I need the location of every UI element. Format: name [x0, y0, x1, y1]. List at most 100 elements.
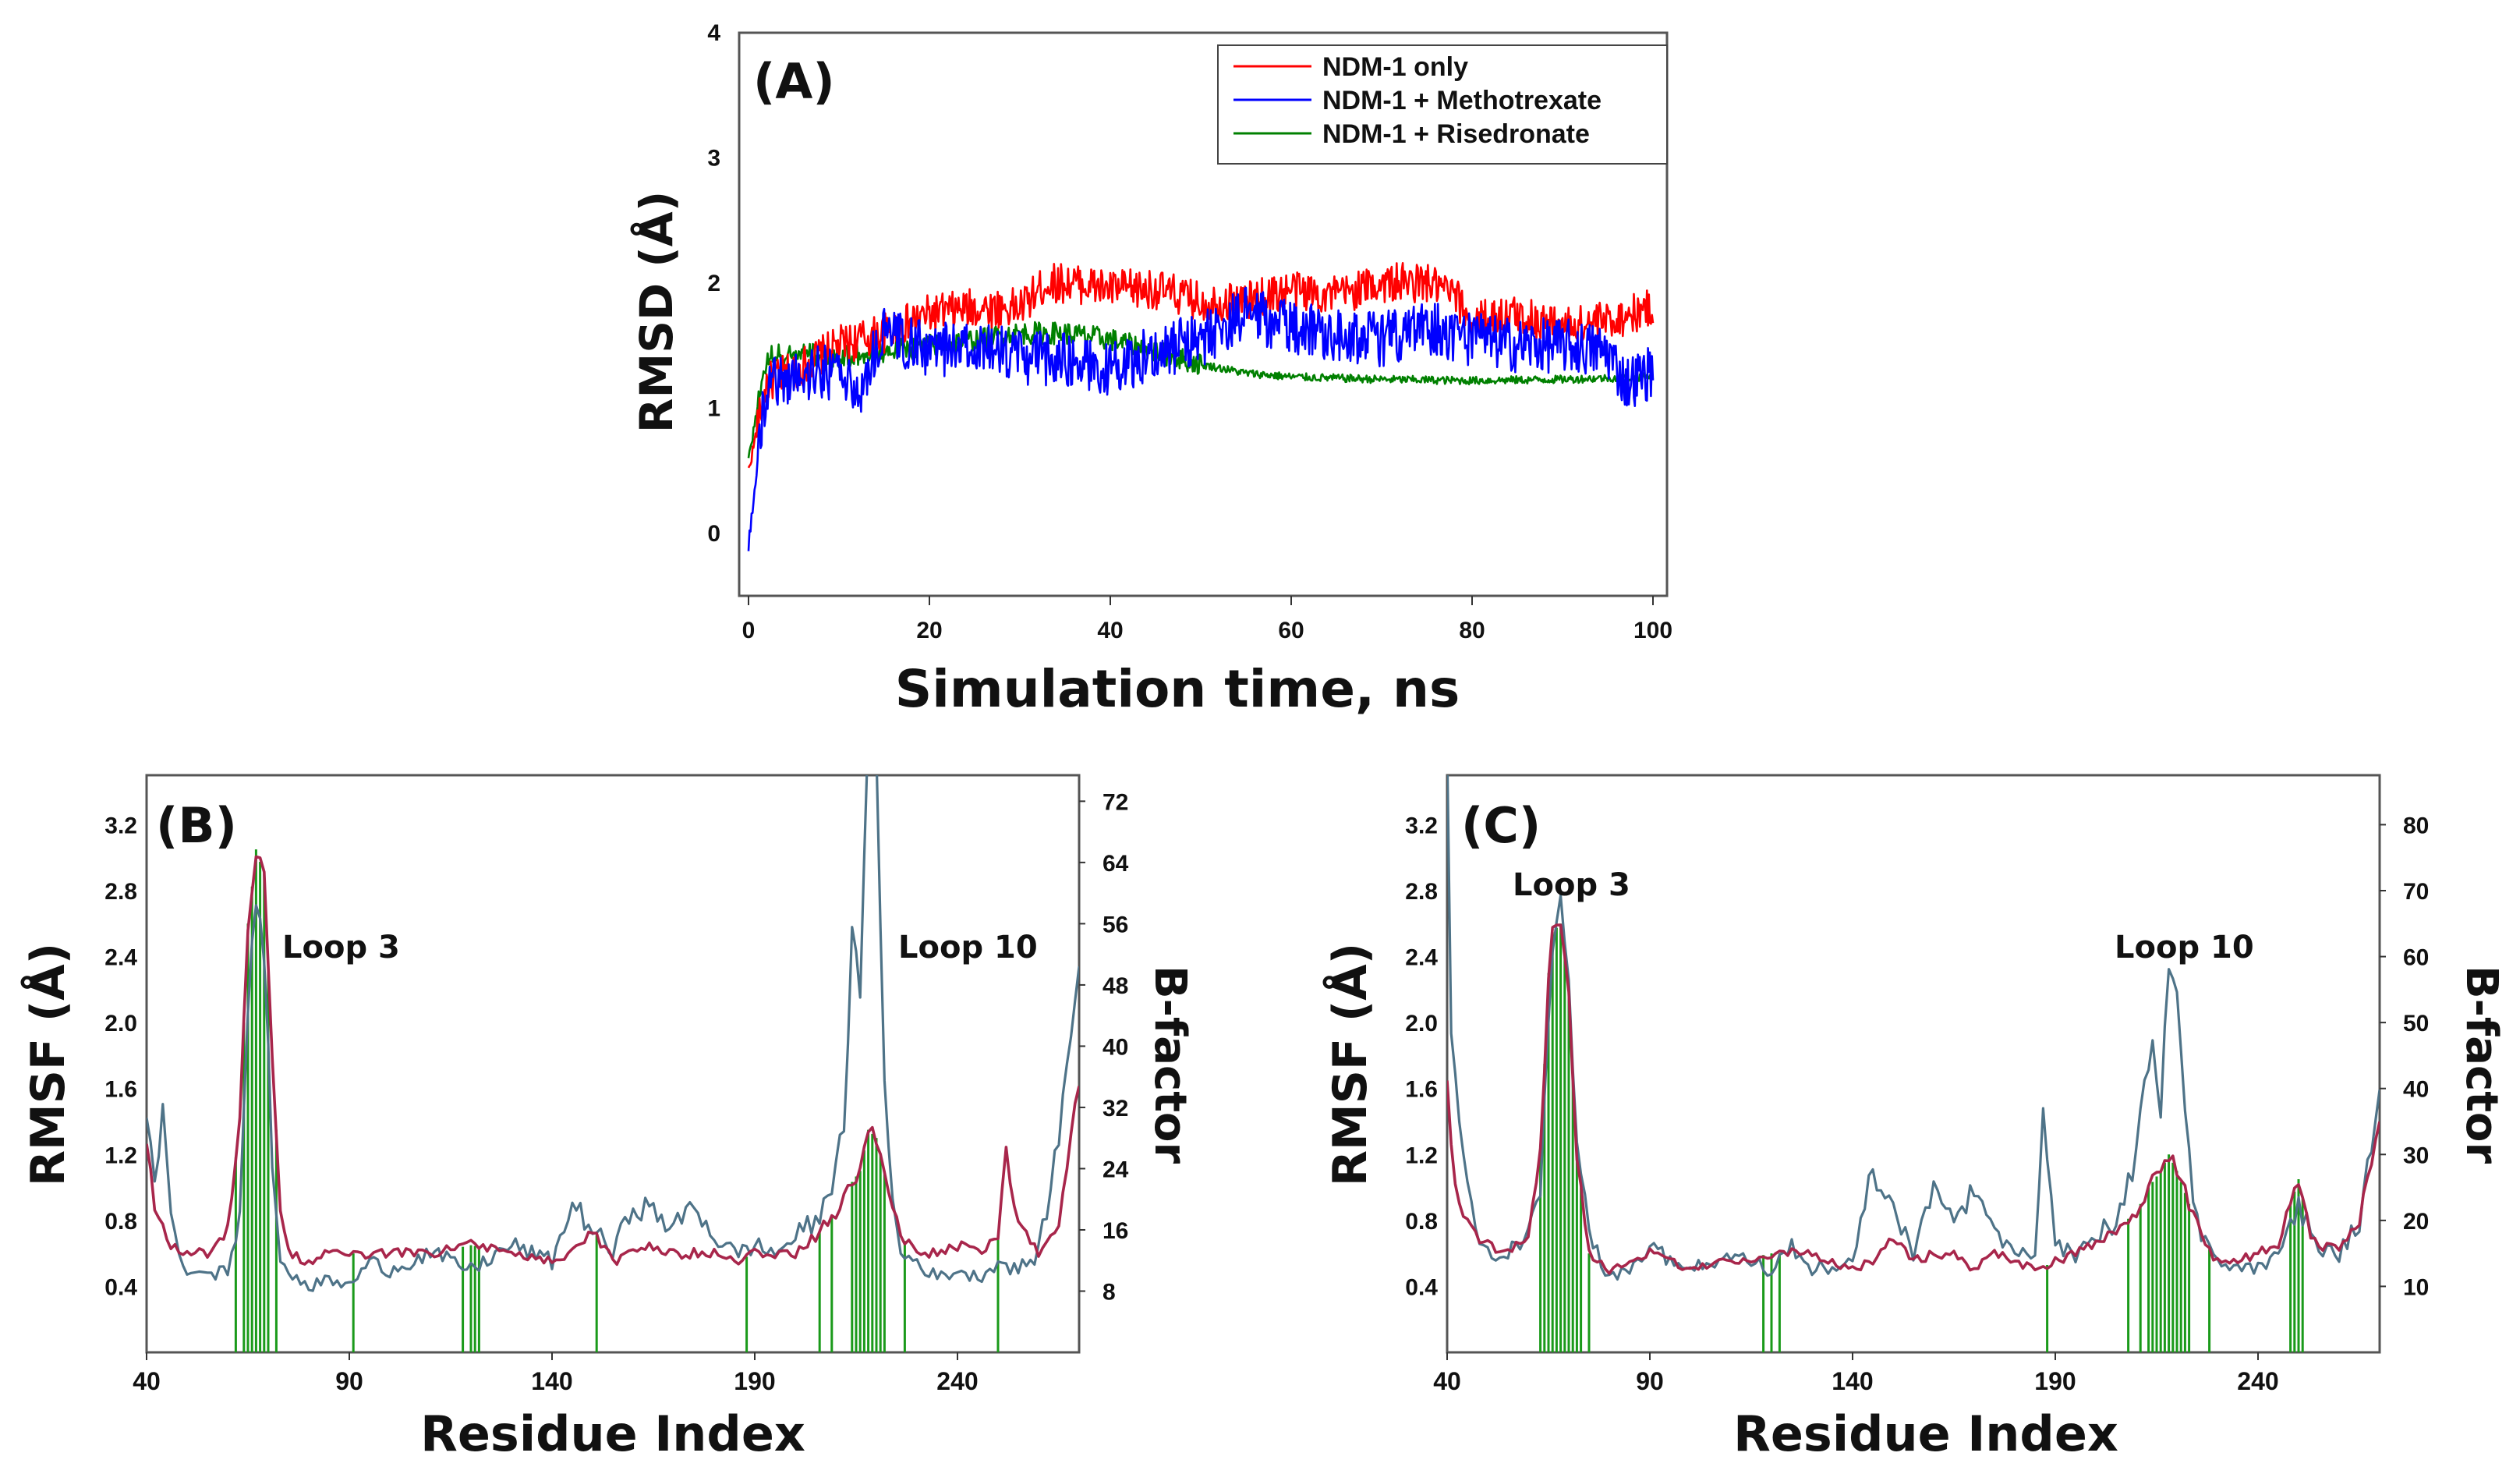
y-tick-label-b: 2.4 — [104, 945, 137, 971]
plot-area-b — [147, 775, 1079, 1352]
series-group-b — [147, 775, 1079, 1352]
y-right-tick-label-c: 30 — [2403, 1143, 2429, 1168]
y-tick-label-a: 2 — [707, 271, 720, 296]
legend-text-ndm1: NDM-1 only — [1322, 52, 1468, 82]
x-tick-label-a: 80 — [1459, 618, 1485, 643]
x-tick-label-b: 140 — [531, 1367, 572, 1395]
y-right-tick-labels-c: 10 20 30 40 50 60 70 80 — [2380, 813, 2429, 1300]
y-right-tick-label-c: 80 — [2403, 813, 2429, 838]
y-right-tick-labels-b: 8 16 24 32 40 48 56 64 72 — [1079, 789, 1129, 1305]
x-tick-labels-a: 0 20 40 60 80 100 — [742, 596, 1672, 643]
y-right-axis-label-c: B-factor — [2456, 966, 2507, 1164]
y-tick-labels-c: 0.4 0.8 1.2 1.6 2.0 2.4 2.8 3.2 — [1405, 813, 1438, 1300]
x-tick-label-a: 40 — [1097, 618, 1123, 643]
series-group-a — [747, 262, 1655, 551]
y-right-tick-label-b: 72 — [1102, 789, 1128, 815]
plot-frame-b — [145, 774, 1081, 1354]
legend-text-risedronate: NDM-1 + Risedronate — [1322, 119, 1590, 149]
x-tick-label-a: 0 — [742, 618, 756, 643]
y-tick-label-a: 4 — [707, 20, 720, 46]
series-line-rmsf-b — [147, 775, 1079, 1292]
y-tick-label-c: 2.0 — [1405, 1011, 1438, 1036]
y-right-tick-label-b: 24 — [1102, 1157, 1129, 1182]
x-tick-labels-c: 40 90 140 190 240 — [1433, 1352, 2279, 1395]
x-axis-label-c: Residue Index — [1733, 1405, 2118, 1462]
annotation-loop3-c: Loop 3 — [1513, 867, 1630, 903]
y-tick-label-c: 2.4 — [1405, 945, 1438, 971]
y-right-tick-label-b: 32 — [1102, 1096, 1128, 1121]
panel-b: 40 90 140 190 240 0.4 0.8 1.2 1.6 2.0 2.4 2.8 3.2 8… — [20, 774, 1195, 1462]
y-tick-labels-b: 0.4 0.8 1.2 1.6 2.0 2.4 2.8 3.2 — [104, 813, 137, 1300]
y-right-tick-label-b: 48 — [1102, 973, 1128, 999]
y-tick-label-a: 0 — [707, 521, 720, 547]
y-axis-label-a: RMSD (Å) — [629, 191, 683, 433]
y-tick-label-b: 0.4 — [104, 1274, 137, 1300]
y-tick-label-a: 3 — [707, 145, 720, 171]
y-axis-label-c: RMSF (Å) — [1322, 943, 1378, 1186]
y-tick-labels-a: 0 1 2 3 4 — [707, 20, 720, 547]
y-axis-label-b: RMSF (Å) — [20, 943, 76, 1186]
annotation-loop10-b: Loop 10 — [898, 930, 1038, 966]
x-tick-label-b: 190 — [734, 1367, 775, 1395]
series-line-rmsf-c — [1447, 775, 2380, 1281]
annotation-loop10-c: Loop 10 — [2115, 930, 2254, 966]
y-tick-label-b: 1.2 — [104, 1143, 137, 1168]
y-right-tick-label-b: 56 — [1102, 912, 1128, 937]
series-line-ndm-1-methotrexate — [747, 286, 1655, 551]
legend-box-a — [1217, 44, 1668, 165]
x-tick-label-c: 90 — [1636, 1367, 1664, 1395]
x-tick-label-c: 190 — [2034, 1367, 2076, 1395]
y-right-tick-label-b: 64 — [1102, 851, 1129, 877]
x-tick-labels-b: 40 90 140 190 240 — [133, 1352, 979, 1395]
panel-a: 0 20 40 60 80 100 0 1 2 3 4 (A) Simulation time, … — [629, 20, 1672, 719]
series-line-b-factor-c — [1447, 923, 2380, 1275]
x-tick-label-c: 140 — [1832, 1367, 1873, 1395]
y-tick-label-c: 0.8 — [1405, 1209, 1438, 1235]
y-tick-label-b: 2.8 — [104, 879, 137, 905]
y-tick-label-b: 1.6 — [104, 1077, 137, 1103]
x-tick-label-b: 90 — [335, 1367, 363, 1395]
y-tick-label-b: 0.8 — [104, 1209, 137, 1235]
y-tick-label-a: 1 — [707, 395, 720, 421]
panel-label-c: (C) — [1461, 797, 1541, 854]
y-tick-label-c: 3.2 — [1405, 813, 1438, 838]
panel-label-a: (A) — [753, 53, 835, 110]
y-tick-label-c: 0.4 — [1405, 1274, 1438, 1300]
series-line-ndm-1-only — [747, 262, 1655, 469]
x-tick-label-c: 40 — [1433, 1367, 1461, 1395]
x-tick-label-b: 240 — [936, 1367, 978, 1395]
annotation-loop3-b: Loop 3 — [282, 930, 400, 966]
y-right-tick-label-b: 8 — [1102, 1279, 1116, 1305]
y-tick-label-c: 1.2 — [1405, 1143, 1438, 1168]
x-tick-label-b: 40 — [133, 1367, 161, 1395]
x-tick-label-a: 20 — [916, 618, 942, 643]
x-axis-label-a: Simulation time, ns — [895, 659, 1460, 719]
y-tick-label-c: 2.8 — [1405, 879, 1438, 905]
y-right-tick-label-c: 10 — [2403, 1274, 2429, 1300]
y-right-tick-label-c: 20 — [2403, 1209, 2429, 1235]
y-right-tick-label-c: 70 — [2403, 879, 2429, 905]
x-tick-label-a: 60 — [1278, 618, 1304, 643]
x-tick-label-a: 100 — [1633, 618, 1672, 643]
series-group-c — [1447, 775, 2380, 1352]
y-right-tick-label-b: 40 — [1102, 1034, 1128, 1060]
series-line-b-factor-b — [147, 855, 1079, 1267]
y-right-tick-label-b: 16 — [1102, 1218, 1128, 1244]
legend-a: NDM-1 only NDM-1 + Methotrexate NDM-1 + … — [1217, 44, 1668, 165]
y-tick-label-b: 3.2 — [104, 813, 137, 838]
plot-area-c — [1447, 775, 2380, 1352]
y-right-tick-label-c: 40 — [2403, 1077, 2429, 1103]
legend-text-methotrexate: NDM-1 + Methotrexate — [1322, 86, 1602, 115]
y-right-tick-label-c: 50 — [2403, 1011, 2429, 1036]
x-tick-label-c: 240 — [2237, 1367, 2278, 1395]
y-right-tick-label-c: 60 — [2403, 945, 2429, 971]
panel-c: 40 90 140 190 240 0.4 0.8 1.2 1.6 2.0 2.4 2.8 3.2 1… — [1322, 774, 2507, 1462]
y-tick-label-b: 2.0 — [104, 1011, 137, 1036]
panel-label-b: (B) — [156, 797, 237, 854]
x-axis-label-b: Residue Index — [420, 1405, 805, 1462]
y-tick-label-c: 1.6 — [1405, 1077, 1438, 1103]
y-right-axis-label-b: B-factor — [1145, 966, 1195, 1164]
plot-frame-a — [738, 31, 1669, 597]
plot-frame-c — [1446, 774, 2381, 1354]
